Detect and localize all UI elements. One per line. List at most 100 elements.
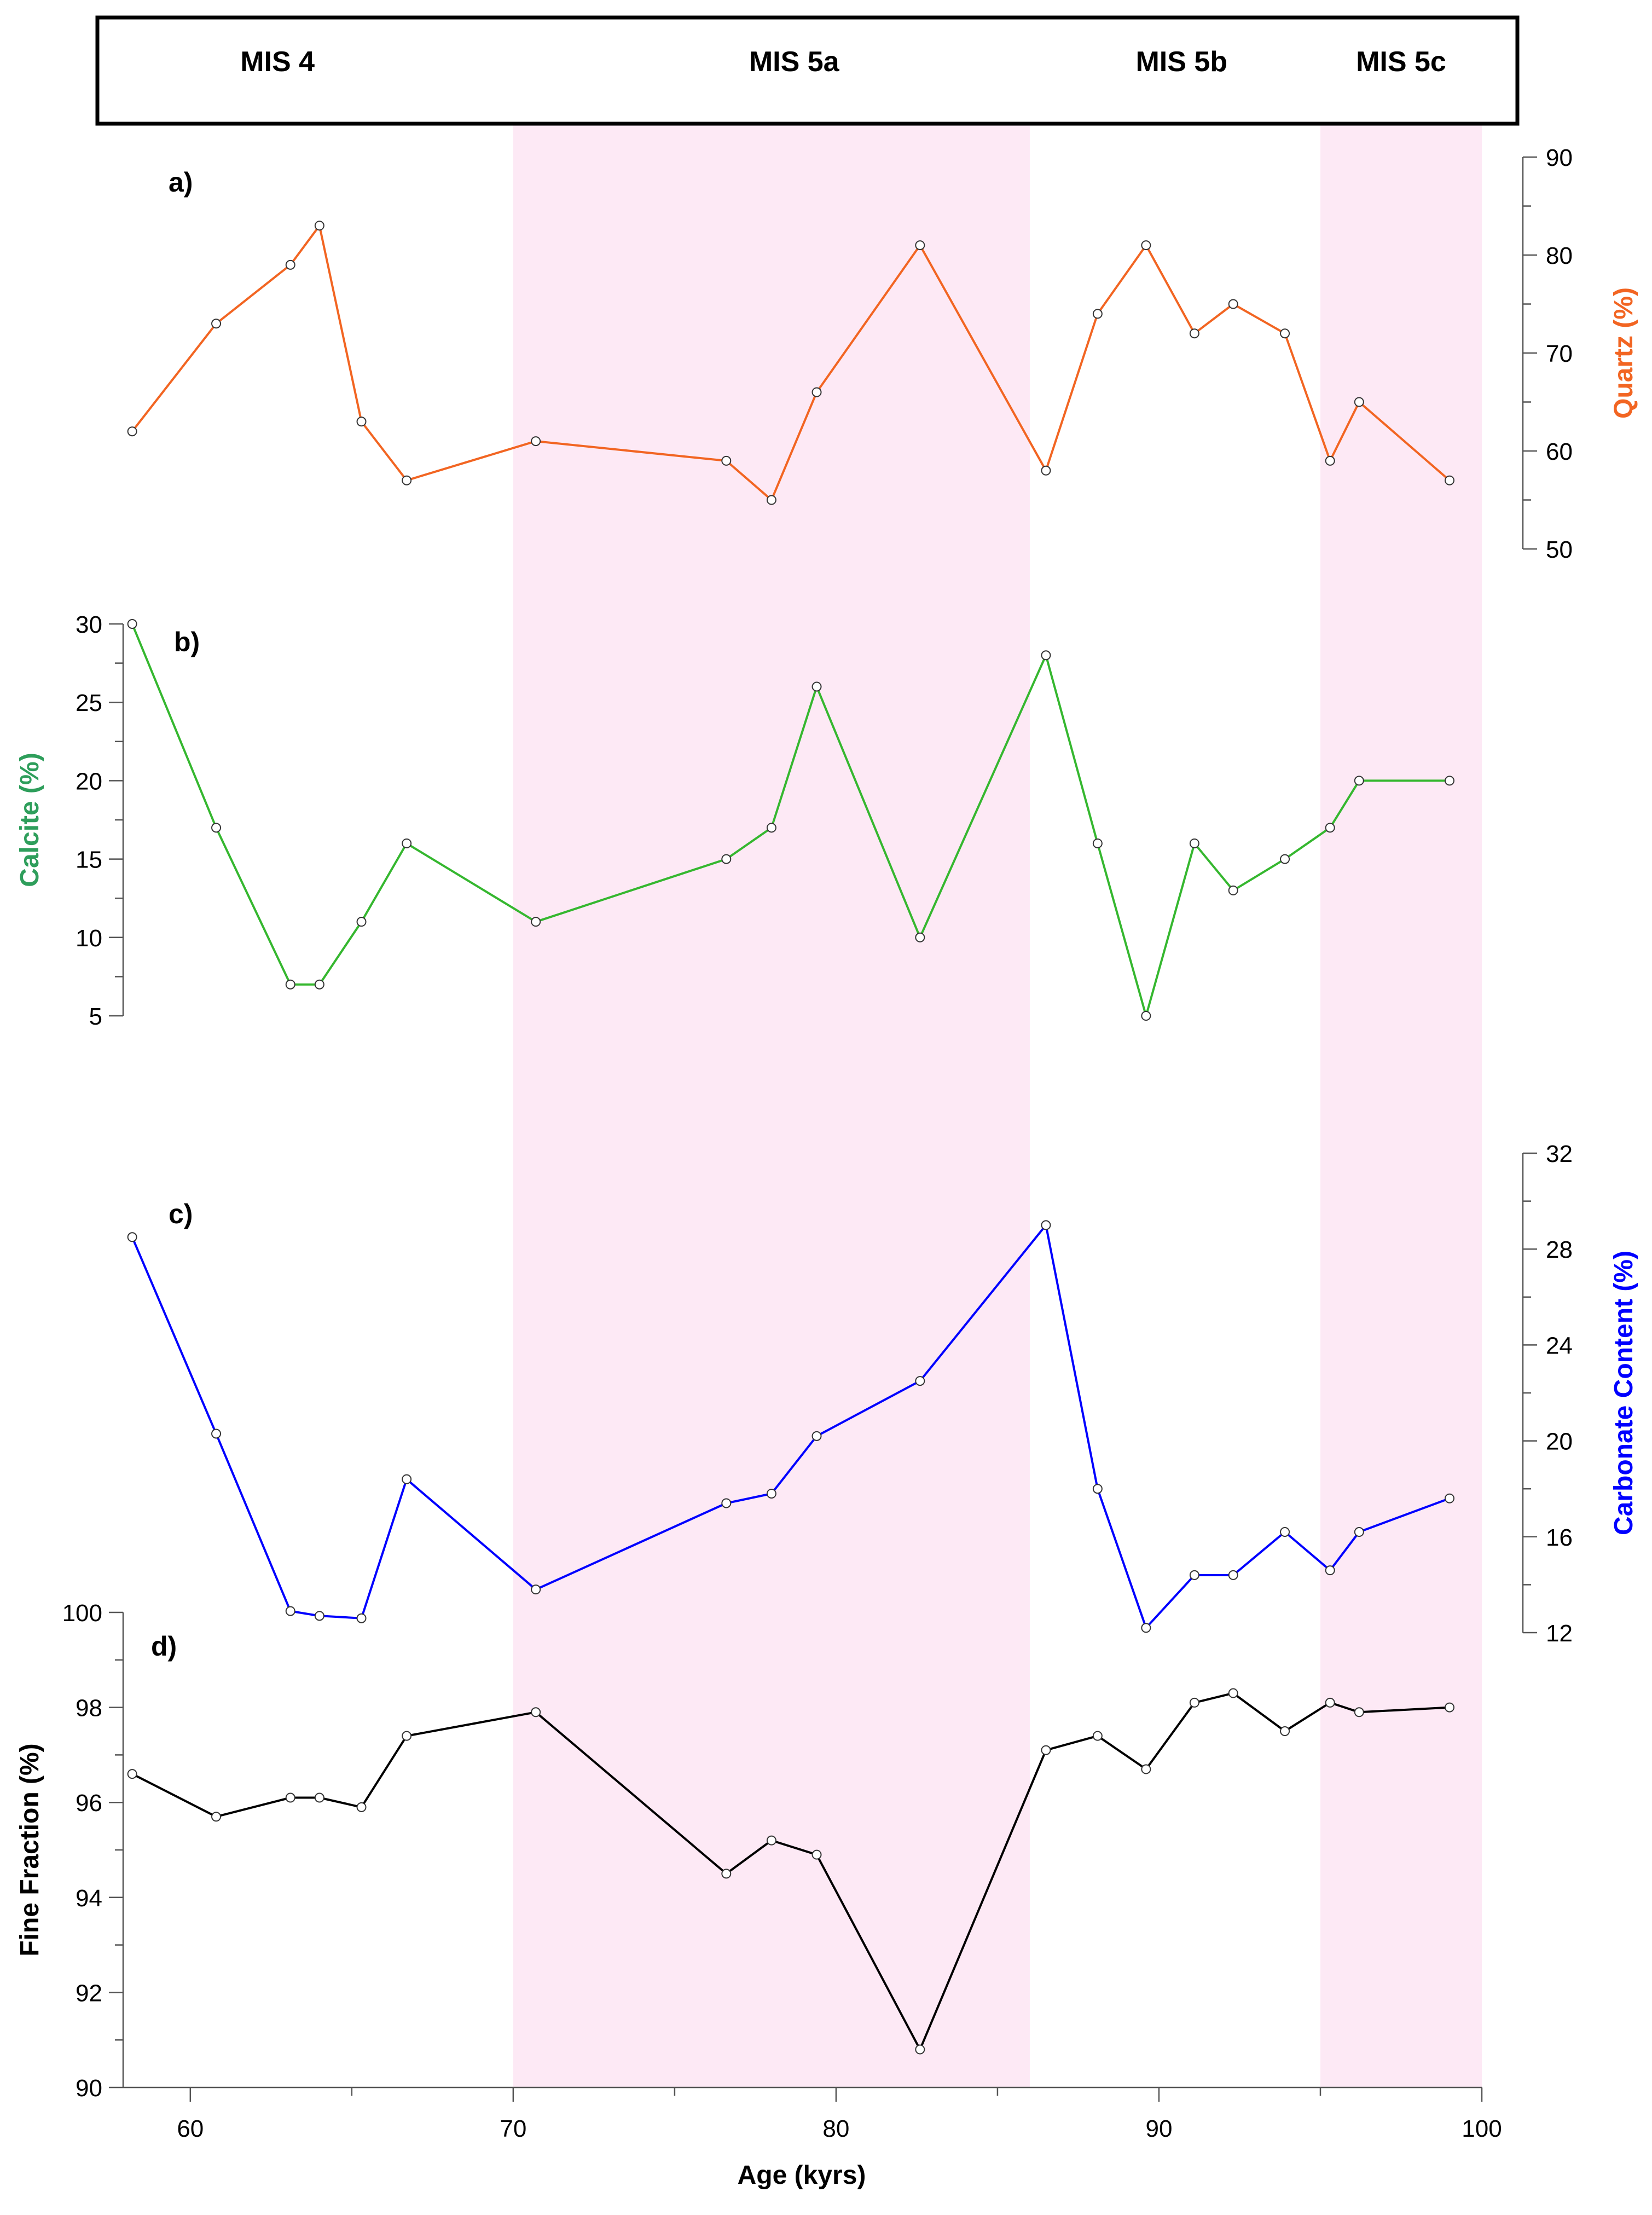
calcite-data-point	[1092, 838, 1103, 848]
calcite-data-point	[1189, 838, 1199, 848]
quartz-data-point	[531, 436, 541, 447]
x-tick-label: 60	[177, 2115, 204, 2142]
quartz-data-point	[811, 387, 822, 397]
mis-shading-bands	[513, 124, 1482, 2087]
carbonate-data-point	[1354, 1527, 1364, 1537]
quartz-data-point	[915, 240, 925, 251]
calcite-data-point	[1444, 776, 1454, 786]
carbonate-y-tick-label: 24	[1546, 1332, 1573, 1359]
fine-fraction-data-point	[1325, 1697, 1335, 1708]
calcite-data-point	[356, 917, 367, 927]
fine-fraction-y-tick-label: 96	[76, 1790, 102, 1817]
fine-fraction-data-point	[127, 1769, 137, 1779]
quartz-data-point	[1280, 328, 1290, 339]
carbonate-data-point	[211, 1429, 222, 1439]
carbonate-data-point	[1228, 1570, 1238, 1580]
calcite-y-tick-label: 10	[76, 925, 102, 952]
carbonate-y-tick-label: 16	[1546, 1524, 1573, 1551]
shaded-band-0	[513, 124, 1030, 2087]
quartz-data-point	[721, 455, 732, 466]
calcite-y-tick-label: 5	[89, 1003, 102, 1030]
calcite-data-point	[1141, 1011, 1151, 1021]
carbonate-data-point	[1092, 1484, 1103, 1494]
carbonate-panel-label: c)	[169, 1199, 193, 1229]
fine-fraction-data-point	[1041, 1745, 1051, 1755]
carbonate-data-point	[1280, 1527, 1290, 1537]
x-tick-label: 100	[1462, 2115, 1502, 2142]
mis-label-mis-5c: MIS 5c	[1356, 46, 1446, 78]
quartz-data-point	[402, 475, 412, 485]
quartz-data-point	[1325, 455, 1335, 466]
calcite-data-point	[811, 681, 822, 692]
carbonate-data-point	[1325, 1565, 1335, 1576]
fine-fraction-data-point	[1141, 1764, 1151, 1774]
fine-fraction-data-point	[1228, 1688, 1238, 1698]
calcite-y-axis-title: Calcite (%)	[15, 753, 44, 887]
fine-fraction-y-axis-title: Fine Fraction (%)	[15, 1743, 44, 1956]
calcite-data-point	[314, 979, 324, 990]
fine-fraction-y-tick-label: 92	[76, 1980, 102, 2006]
calcite-data-point	[531, 917, 541, 927]
calcite-data-point	[766, 823, 776, 833]
calcite-data-point	[915, 932, 925, 942]
x-tick-label: 70	[500, 2115, 526, 2142]
fine-fraction-y-tick-label: 100	[62, 1600, 102, 1627]
fine-fraction-y-tick-label: 94	[76, 1885, 102, 1912]
fine-fraction-data-point	[1444, 1702, 1454, 1713]
carbonate-data-point	[766, 1488, 776, 1499]
quartz-data-point	[1189, 328, 1199, 339]
quartz-data-point	[766, 495, 776, 505]
calcite-data-point	[402, 838, 412, 848]
calcite-y-tick-label: 15	[76, 847, 102, 874]
fine-fraction-data-point	[531, 1707, 541, 1717]
carbonate-y-tick-label: 28	[1546, 1236, 1573, 1263]
quartz-y-tick-label: 50	[1546, 536, 1573, 563]
calcite-data-point	[1325, 823, 1335, 833]
fine-fraction-data-point	[766, 1835, 776, 1846]
fine-fraction-data-point	[285, 1792, 295, 1803]
fine-fraction-data-point	[1092, 1731, 1103, 1741]
quartz-data-point	[1141, 240, 1151, 251]
mis-label-mis-5a: MIS 5a	[749, 46, 840, 78]
carbonate-y-tick-label: 32	[1546, 1141, 1573, 1167]
fine-fraction-y-tick-label: 90	[76, 2075, 102, 2102]
quartz-data-point	[1228, 299, 1238, 309]
mis-label-mis-5b: MIS 5b	[1135, 46, 1227, 78]
fine-fraction-data-point	[1280, 1726, 1290, 1736]
quartz-data-point	[127, 426, 137, 437]
carbonate-data-point	[811, 1431, 822, 1441]
calcite-data-point	[1228, 885, 1238, 895]
quartz-data-point	[1354, 397, 1364, 407]
fine-fraction-data-point	[1354, 1707, 1364, 1717]
carbonate-data-point	[356, 1613, 367, 1623]
fine-fraction-data-point	[811, 1849, 822, 1860]
quartz-y-tick-label: 60	[1546, 438, 1573, 465]
quartz-data-point	[285, 259, 295, 270]
calcite-data-point	[721, 854, 732, 864]
fine-fraction-data-point	[211, 1812, 222, 1822]
x-axis-title: Age (kyrs)	[738, 2161, 866, 2190]
carbonate-y-axis-title: Carbonate Content (%)	[1609, 1251, 1638, 1535]
quartz-y-tick-label: 70	[1546, 340, 1573, 367]
quartz-y-tick-label: 80	[1546, 242, 1573, 269]
quartz-data-point	[1041, 465, 1051, 476]
carbonate-series-line	[131, 1224, 1450, 1629]
x-tick-label: 80	[822, 2115, 849, 2142]
carbonate-data-point	[285, 1606, 295, 1616]
calcite-data-point	[285, 979, 295, 990]
quartz-series-line	[131, 224, 1451, 501]
calcite-data-point	[1280, 854, 1290, 864]
fine-fraction-data-point	[721, 1869, 732, 1879]
calcite-y-tick-label: 25	[76, 690, 102, 716]
fine-fraction-data-point	[314, 1792, 324, 1803]
shaded-band-1	[1320, 124, 1482, 2087]
carbonate-data-point	[1444, 1493, 1454, 1503]
fine-fraction-panel-label: d)	[151, 1631, 177, 1662]
quartz-data-point	[1092, 309, 1103, 319]
data-series	[127, 221, 1454, 2055]
quartz-data-point	[314, 221, 324, 231]
fine-fraction-y-tick-label: 98	[76, 1695, 102, 1722]
axes: 50 60 70 80 90 Quartz (%) a) 5 10 15 20 25 30 Calcite…	[15, 144, 1638, 2190]
calcite-data-point	[1354, 776, 1364, 786]
